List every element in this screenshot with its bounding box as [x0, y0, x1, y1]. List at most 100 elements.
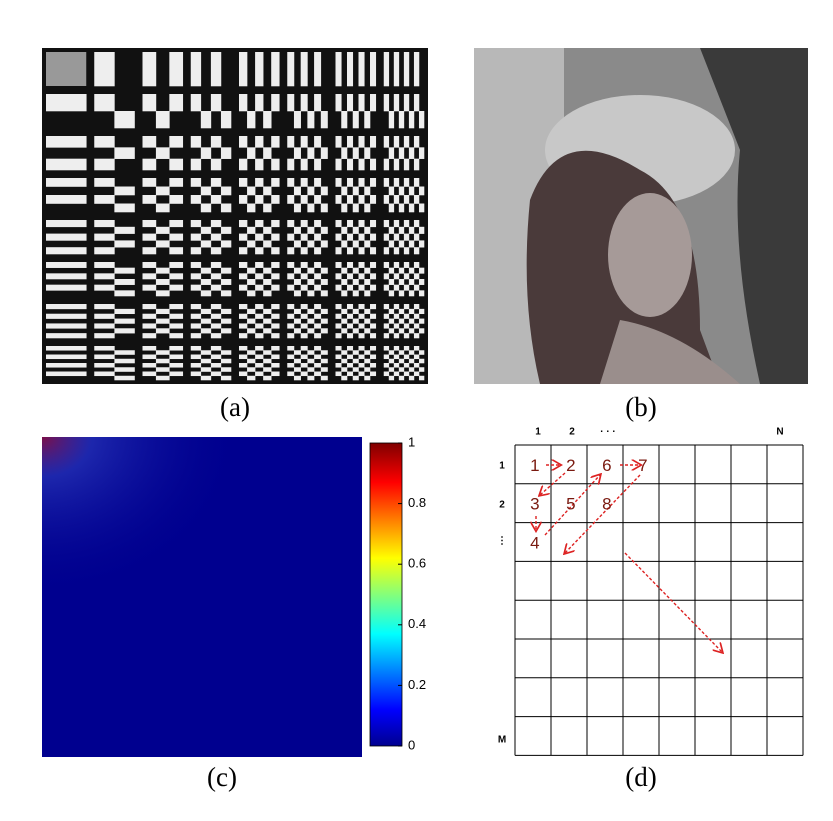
basis: [353, 309, 359, 314]
basis: [301, 94, 308, 111]
basis: [359, 314, 365, 319]
basis: [211, 247, 221, 254]
basis: [169, 285, 183, 291]
caption: (d): [625, 762, 656, 792]
basis: [271, 323, 279, 328]
basis: [321, 309, 328, 314]
basis: [321, 319, 328, 324]
basis: [419, 147, 424, 159]
basis: [414, 195, 419, 204]
basis: [211, 178, 221, 187]
photo: [474, 48, 808, 384]
basis: [191, 159, 201, 171]
basis: [201, 328, 211, 333]
basis: [341, 290, 347, 296]
basis: [94, 195, 114, 204]
basis: [399, 309, 404, 314]
basis: [307, 227, 314, 234]
basis: [201, 319, 211, 324]
basis: [221, 290, 231, 296]
basis: [114, 309, 134, 314]
basis: [46, 247, 87, 254]
basis: [336, 247, 342, 254]
basis: [294, 309, 301, 314]
basis: [364, 309, 370, 314]
basis: [384, 234, 389, 241]
basis: [169, 363, 183, 368]
basis: [389, 268, 394, 274]
basis: [399, 359, 404, 364]
basis: [211, 94, 221, 111]
basis: [271, 178, 279, 187]
basis: [247, 350, 255, 355]
basis: [211, 314, 221, 319]
basis: [336, 52, 342, 86]
basis: [336, 304, 342, 309]
basis: [399, 350, 404, 355]
basis: [364, 279, 370, 285]
basis: [359, 220, 365, 227]
basis: [370, 323, 376, 328]
basis: [169, 355, 183, 360]
basis: [143, 363, 157, 368]
basis: [370, 52, 376, 86]
basis: [314, 262, 321, 268]
basis: [409, 240, 414, 247]
basis: [239, 234, 247, 241]
basis: [321, 350, 328, 355]
basis: [359, 234, 365, 241]
basis: [384, 273, 389, 279]
basis: [389, 319, 394, 324]
basis: [247, 279, 255, 285]
basis: [287, 314, 294, 319]
basis: [370, 363, 376, 368]
basis: [404, 363, 409, 368]
basis: [394, 363, 399, 368]
basis: [255, 323, 263, 328]
basis: [409, 367, 414, 372]
basis: [94, 262, 114, 268]
basis: [239, 159, 247, 171]
caption: (b): [625, 392, 656, 422]
basis: [143, 346, 157, 351]
basis: [353, 187, 359, 196]
basis: [271, 159, 279, 171]
basis: [169, 159, 183, 171]
basis: [364, 227, 370, 234]
basis: [247, 204, 255, 213]
basis: [255, 195, 263, 204]
basis: [263, 328, 271, 333]
basis: [314, 178, 321, 187]
basis: [353, 147, 359, 159]
basis: [336, 234, 342, 241]
basis: [336, 363, 342, 368]
basis: [211, 195, 221, 204]
basis: [255, 94, 263, 111]
basis: [46, 262, 87, 268]
basis: [169, 262, 183, 268]
basis: [314, 333, 321, 338]
basis: [364, 204, 370, 213]
basis: [384, 372, 389, 377]
basis: [307, 367, 314, 372]
basis: [394, 247, 399, 254]
basis: [384, 178, 389, 187]
basis: [347, 247, 353, 254]
basis: [394, 94, 399, 111]
basis: [404, 159, 409, 171]
basis: [247, 319, 255, 324]
basis: [384, 355, 389, 360]
basis: [94, 346, 114, 351]
basis: [409, 376, 414, 381]
cell-number: 3: [530, 495, 539, 514]
basis: [46, 333, 87, 338]
basis: [394, 372, 399, 377]
basis: [370, 304, 376, 309]
basis: [336, 285, 342, 291]
basis: [94, 273, 114, 279]
basis: [169, 323, 183, 328]
basis: [419, 350, 424, 355]
basis: [143, 220, 157, 227]
basis: [314, 195, 321, 204]
basis: [287, 262, 294, 268]
